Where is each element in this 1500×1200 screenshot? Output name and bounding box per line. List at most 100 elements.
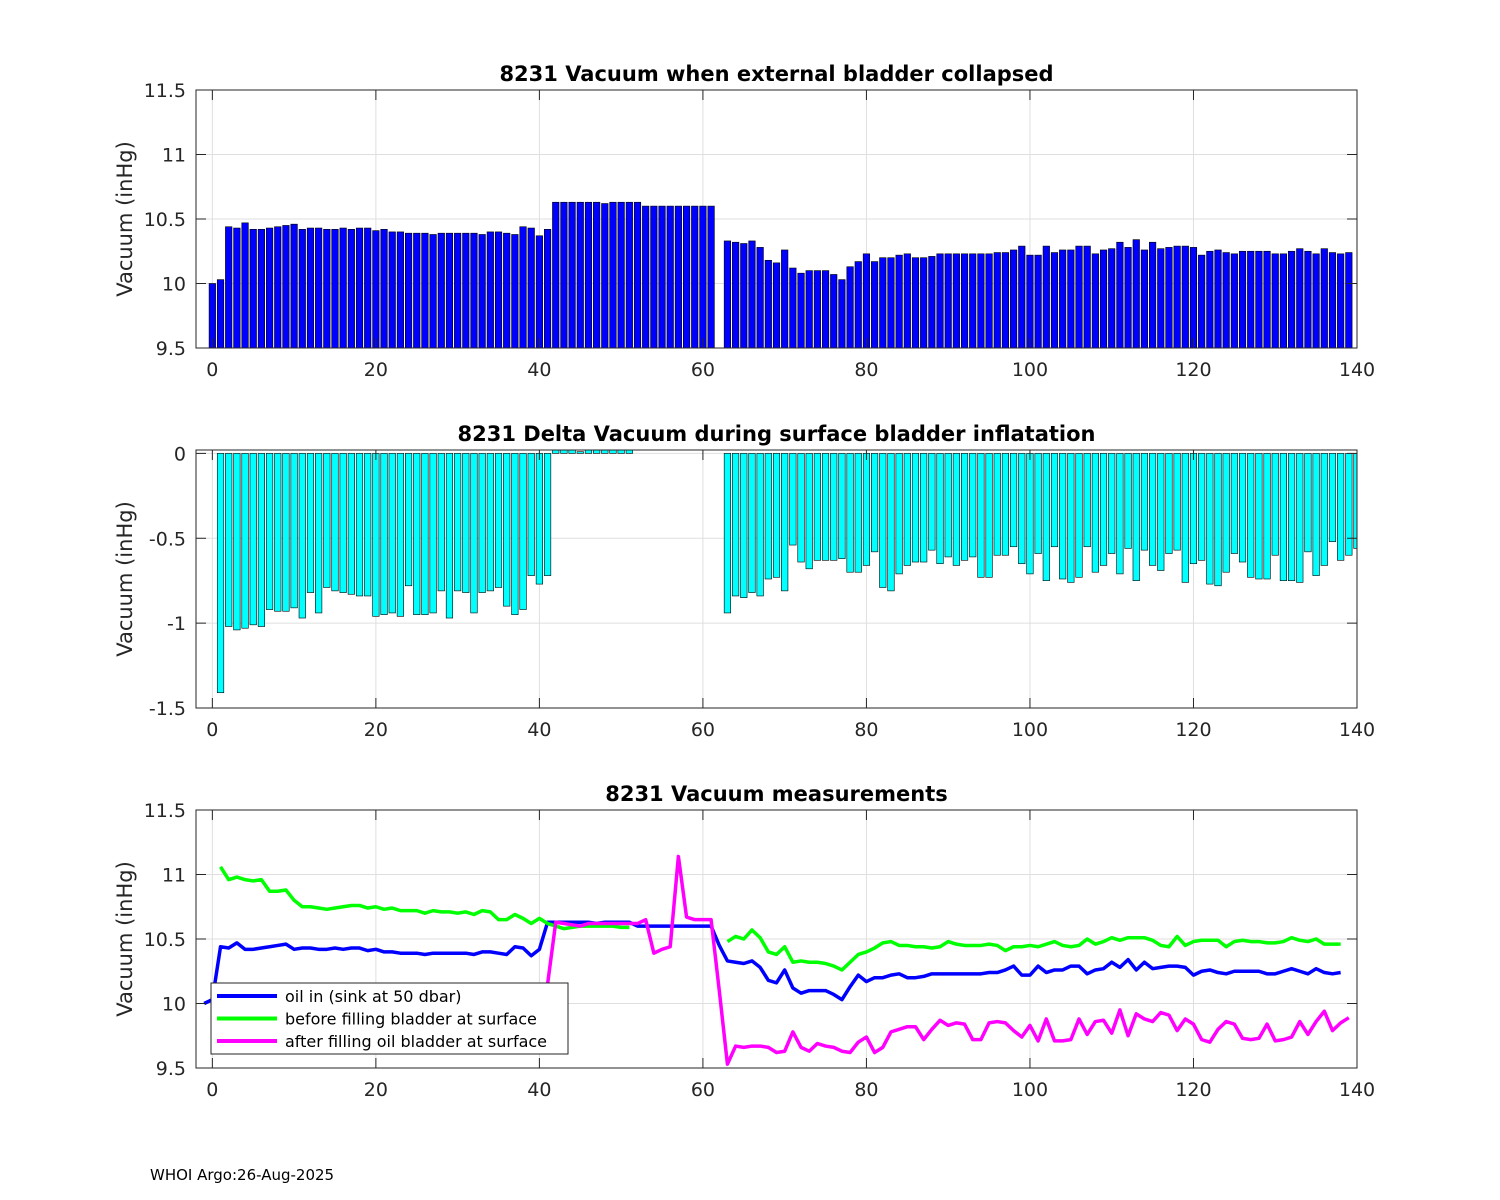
bar [396,453,404,617]
bar [1206,453,1214,585]
bar [257,229,265,348]
bar [233,227,241,348]
bar [1206,250,1214,348]
bar [838,453,846,559]
bar [1034,254,1042,348]
bar [1320,453,1328,566]
bar [1189,247,1198,348]
bar [1059,453,1067,580]
bar [1263,250,1271,348]
bar [208,283,216,348]
bar [593,201,601,348]
bar [355,453,364,597]
x-tick-label: 60 [691,1079,715,1101]
bar [462,232,470,348]
bar [854,453,862,573]
bar [445,232,454,348]
bar [364,453,372,597]
bar [323,229,331,348]
bar [1059,249,1067,348]
y-tick-label: 10 [162,274,186,296]
bar [756,453,764,597]
bar [405,453,413,587]
y-tick-label: -1 [167,613,186,635]
bar [658,205,666,348]
bar [781,453,789,592]
bar [1010,453,1018,548]
bar [257,453,265,627]
bar [1238,250,1247,348]
bar [1149,241,1157,348]
chart-title: 8231 Vacuum when external bladder collap… [499,62,1053,86]
bar [1304,250,1312,348]
bar [1140,249,1148,348]
bar [462,453,470,593]
bar [1304,453,1312,553]
bar [1050,252,1059,348]
bar [756,247,764,348]
bar [372,453,380,617]
bar [372,230,380,348]
bar [813,453,821,561]
bar [216,453,225,694]
bar [568,201,576,348]
bar [1247,453,1255,578]
bar [617,450,625,454]
bar [1328,252,1337,348]
x-tick-label: 0 [206,719,218,741]
bar [928,256,936,348]
bar [478,234,486,348]
bar [593,450,601,454]
bar [862,253,871,348]
bar [535,235,543,348]
bar [511,453,519,615]
bar [740,243,748,348]
bar [1296,453,1304,583]
bar [601,450,609,454]
bar [1026,453,1034,575]
bar [936,253,944,348]
bar [315,227,323,348]
bar [290,223,298,348]
bar [241,453,249,629]
y-axis-label: Vacuum (inHg) [113,141,137,297]
bar [1001,252,1010,348]
bar [625,201,633,348]
y-tick-label: 9.5 [156,338,186,360]
bar [674,205,682,348]
bar [707,205,715,348]
bar [323,453,331,588]
bar [871,261,879,348]
x-tick-label: 0 [206,359,218,381]
bar [535,453,543,585]
bar [1353,453,1357,549]
x-tick-label: 40 [527,359,551,381]
bar [1140,453,1148,551]
bar [1271,453,1279,556]
bar [633,201,642,348]
bar [732,241,740,348]
bar [1222,453,1230,573]
bar [879,453,887,588]
bar [1010,249,1018,348]
bar [470,232,478,348]
bar [249,229,257,348]
y-tick-label: 10.5 [144,209,186,231]
bar [846,453,854,573]
bar [1337,453,1345,561]
y-tick-label: 11 [162,865,186,887]
bar [388,453,396,614]
x-tick-label: 80 [854,359,878,381]
bar [364,227,372,348]
bar [1230,453,1238,554]
bar [1255,250,1263,348]
series-line [545,854,1350,1066]
bar [339,453,347,593]
bar [846,266,854,348]
bar [797,272,805,348]
bar [748,453,756,593]
bar [903,453,911,566]
bar [315,453,323,614]
series-line [203,920,1341,1006]
bar [1083,453,1091,548]
